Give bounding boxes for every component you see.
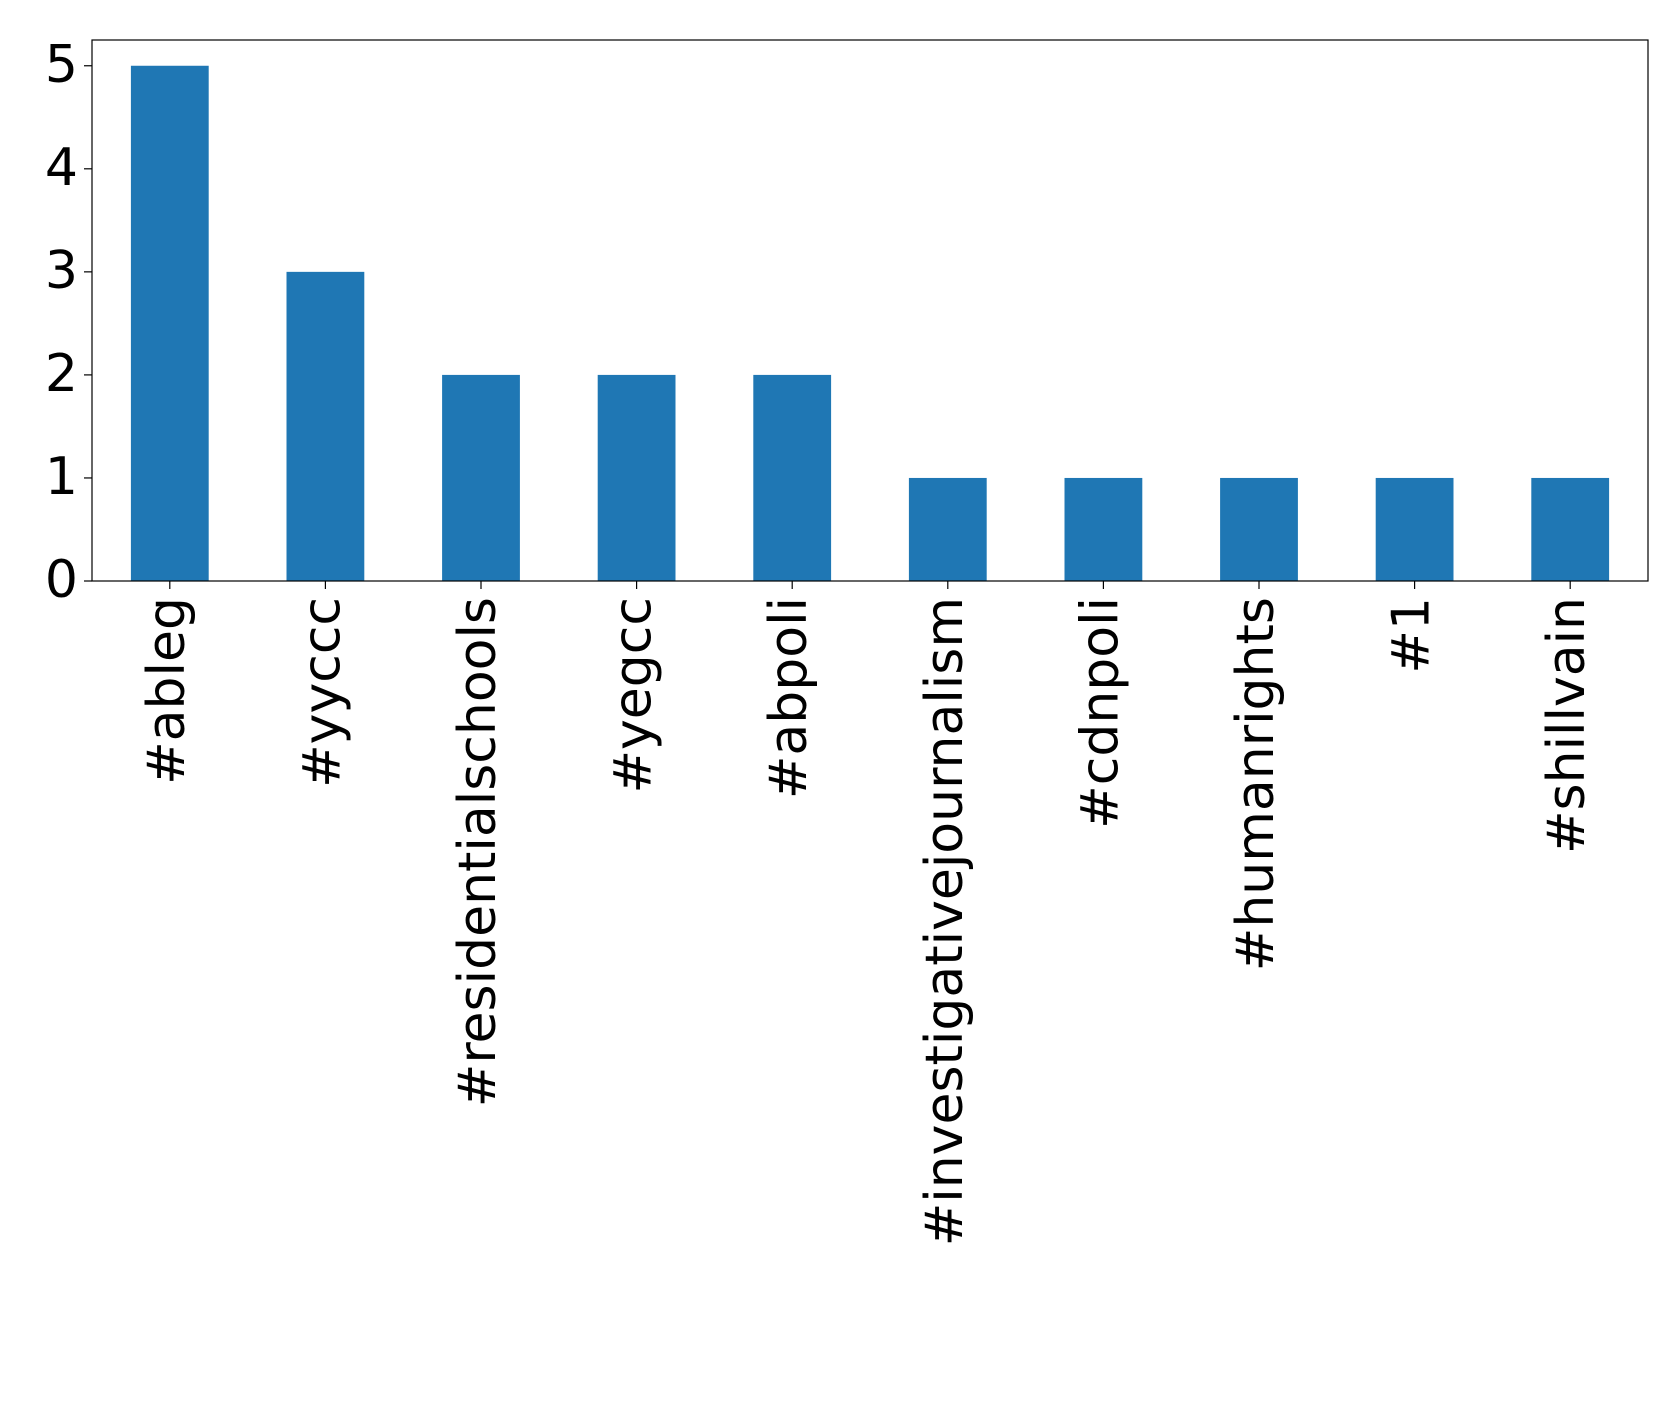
x-tick-label: #1 [1382,597,1442,674]
x-tick-label: #ableg [137,597,197,785]
x-tick-label: #abpoli [759,597,819,799]
x-tick-label: #humanrights [1226,597,1286,971]
x-tick-label: #residentialschools [448,597,508,1107]
bar [597,374,676,581]
bar [286,271,365,581]
y-tick-label: 0 [45,550,78,610]
y-tick-label: 1 [45,447,78,507]
x-tick-label: #investigativejournalism [915,597,975,1246]
x-tick-label: #yegcc [604,597,664,794]
bar [908,477,987,581]
y-tick-label: 3 [45,241,78,301]
bar [1064,477,1143,581]
y-tick-label: 4 [45,138,78,198]
bar [1531,477,1610,581]
x-tick-label: #shillvain [1537,597,1597,854]
bar [442,374,520,581]
bar [130,65,209,581]
plot-frame [91,39,1649,582]
bar [1375,477,1454,581]
bar [753,374,832,581]
x-tick-label: #yyccc [292,597,352,788]
x-tick-label: #cdnpoli [1070,597,1130,829]
y-tick-label: 2 [45,344,78,404]
y-tick-label: 5 [45,35,78,95]
bar [1220,477,1298,581]
